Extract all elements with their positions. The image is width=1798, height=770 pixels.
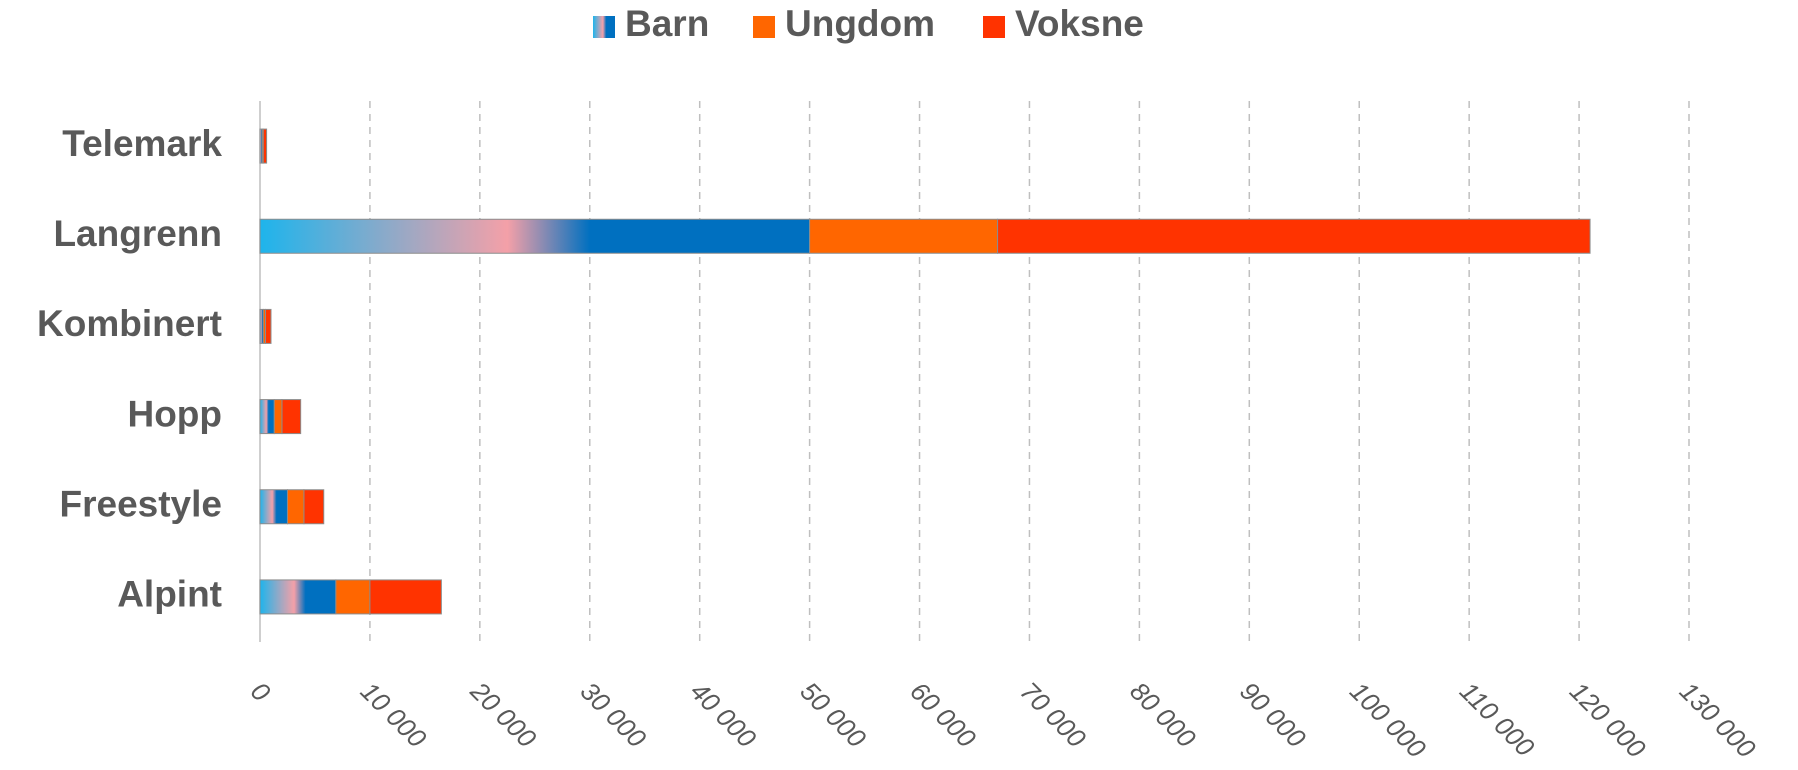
bar-segment bbox=[286, 489, 305, 525]
bar-segment bbox=[303, 489, 325, 525]
x-tick-label: 130 000 bbox=[1674, 676, 1762, 764]
legend-label: Ungdom bbox=[785, 3, 935, 44]
legend-label: Barn bbox=[625, 3, 709, 44]
y-tick-label: Kombinert bbox=[37, 303, 222, 344]
x-tick-label: 20 000 bbox=[464, 675, 543, 754]
y-tick-label: Freestyle bbox=[60, 484, 223, 525]
bar-segment bbox=[997, 218, 1591, 254]
bar-segment bbox=[259, 489, 288, 525]
x-tick-label: 100 000 bbox=[1344, 676, 1432, 764]
bar-segment bbox=[335, 579, 371, 615]
x-tick-label: 60 000 bbox=[904, 676, 982, 754]
legend-swatch bbox=[753, 16, 775, 38]
x-tick-label: 70 000 bbox=[1014, 676, 1092, 754]
bar-segment bbox=[259, 399, 275, 435]
y-tick-label: Langrenn bbox=[53, 213, 222, 254]
x-tick-label: 90 000 bbox=[1234, 676, 1312, 754]
x-tick-label: 10 000 bbox=[355, 676, 433, 754]
bar-segment bbox=[809, 218, 999, 254]
legend-label: Voksne bbox=[1015, 3, 1144, 44]
legend-swatch bbox=[983, 16, 1005, 38]
x-tick-label: 0 bbox=[245, 676, 277, 708]
legend-swatch bbox=[593, 16, 615, 38]
x-tick-label: 120 000 bbox=[1564, 676, 1652, 764]
bar-segment bbox=[264, 308, 272, 344]
bar-segment bbox=[259, 579, 337, 615]
bar-segment bbox=[273, 399, 283, 435]
bar-segment bbox=[259, 218, 811, 254]
y-tick-label: Hopp bbox=[127, 393, 222, 434]
bar-segment bbox=[369, 579, 442, 615]
y-tick-label: Telemark bbox=[62, 123, 222, 164]
x-tick-label: 30 000 bbox=[575, 676, 653, 754]
y-tick-label: Alpint bbox=[117, 574, 222, 615]
x-tick-label: 80 000 bbox=[1124, 676, 1202, 754]
bar-segment bbox=[281, 399, 302, 435]
x-tick-label: 110 000 bbox=[1454, 676, 1541, 763]
x-tick-label: 50 000 bbox=[795, 676, 873, 754]
bar-segment bbox=[262, 128, 268, 164]
x-tick-label: 40 000 bbox=[685, 676, 763, 754]
